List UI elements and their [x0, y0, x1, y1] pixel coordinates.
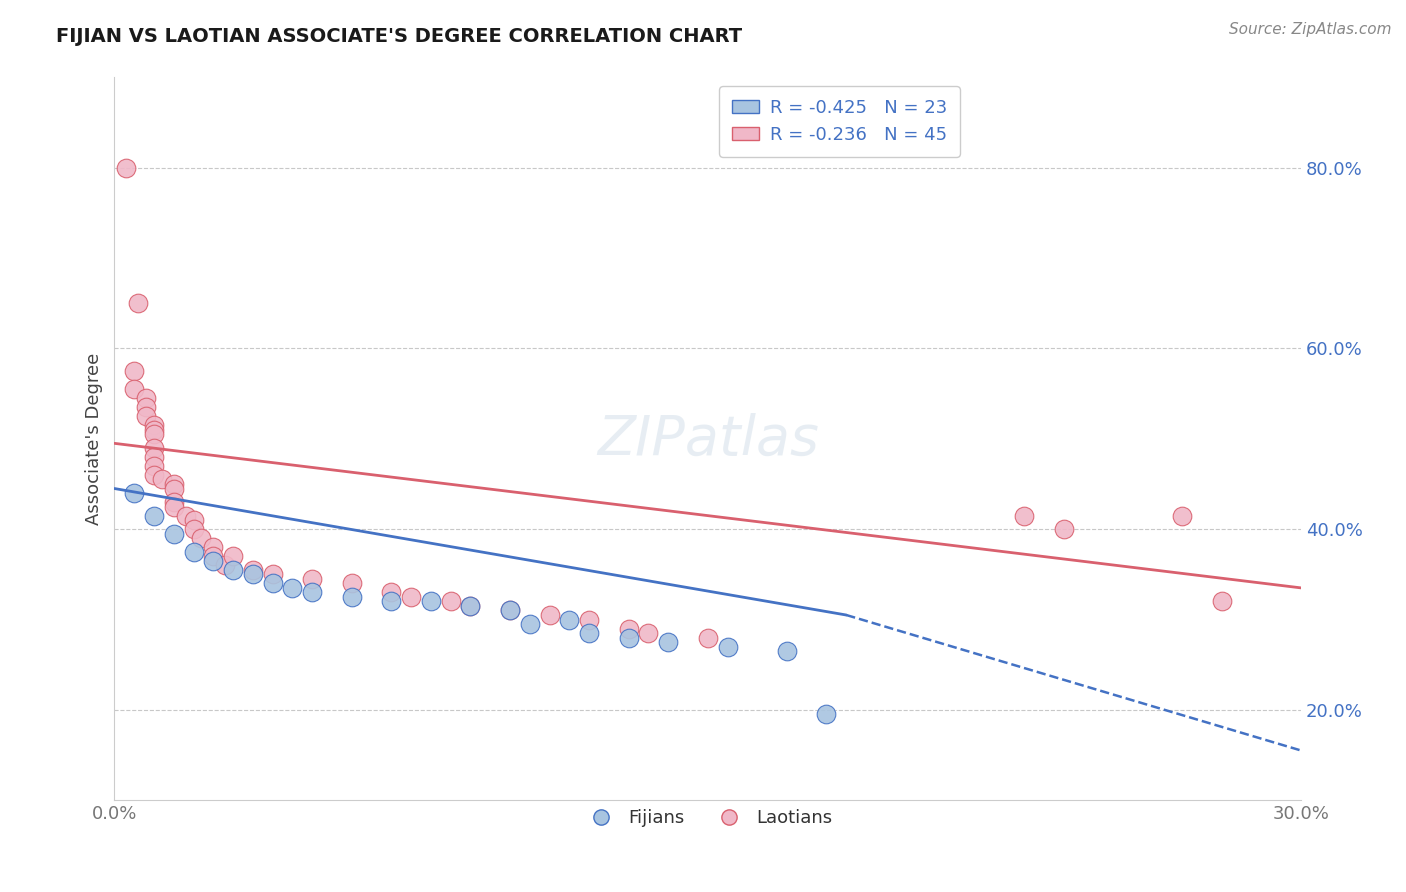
Point — [143, 458, 166, 473]
Point — [135, 409, 157, 424]
Point — [558, 613, 581, 627]
Point — [143, 508, 166, 523]
Point — [380, 585, 402, 599]
Point — [1012, 508, 1035, 523]
Point — [460, 599, 482, 613]
Point — [242, 563, 264, 577]
Point — [190, 531, 212, 545]
Point — [776, 644, 799, 658]
Point — [143, 450, 166, 464]
Point — [301, 585, 323, 599]
Y-axis label: Associate's Degree: Associate's Degree — [86, 352, 103, 525]
Point — [578, 626, 600, 640]
Point — [135, 391, 157, 405]
Point — [122, 486, 145, 500]
Point — [143, 441, 166, 455]
Point — [122, 364, 145, 378]
Point — [637, 626, 659, 640]
Point — [1053, 522, 1076, 536]
Point — [122, 382, 145, 396]
Point — [578, 613, 600, 627]
Point — [143, 423, 166, 437]
Point — [143, 427, 166, 442]
Point — [617, 631, 640, 645]
Point — [214, 558, 236, 573]
Point — [340, 576, 363, 591]
Point — [163, 526, 186, 541]
Point — [222, 563, 245, 577]
Point — [657, 635, 679, 649]
Point — [163, 477, 186, 491]
Point — [301, 572, 323, 586]
Point — [163, 500, 186, 514]
Point — [143, 418, 166, 433]
Point — [163, 495, 186, 509]
Text: FIJIAN VS LAOTIAN ASSOCIATE'S DEGREE CORRELATION CHART: FIJIAN VS LAOTIAN ASSOCIATE'S DEGREE COR… — [56, 27, 742, 45]
Point — [262, 567, 284, 582]
Point — [174, 508, 197, 523]
Point — [499, 603, 522, 617]
Point — [440, 594, 463, 608]
Point — [222, 549, 245, 564]
Point — [519, 617, 541, 632]
Point — [115, 161, 138, 175]
Point — [716, 640, 738, 654]
Point — [202, 541, 225, 555]
Point — [340, 590, 363, 604]
Point — [143, 467, 166, 482]
Legend: Fijians, Laotians: Fijians, Laotians — [575, 802, 839, 835]
Point — [460, 599, 482, 613]
Point — [183, 522, 205, 536]
Point — [538, 607, 561, 622]
Point — [281, 581, 304, 595]
Point — [380, 594, 402, 608]
Point — [399, 590, 422, 604]
Point — [1211, 594, 1233, 608]
Point — [183, 513, 205, 527]
Point — [617, 622, 640, 636]
Point — [696, 631, 718, 645]
Point — [1171, 508, 1194, 523]
Text: Source: ZipAtlas.com: Source: ZipAtlas.com — [1229, 22, 1392, 37]
Point — [183, 545, 205, 559]
Text: ZIPatlas: ZIPatlas — [596, 412, 818, 466]
Point — [815, 707, 838, 722]
Point — [150, 473, 173, 487]
Point — [242, 567, 264, 582]
Point — [163, 482, 186, 496]
Point — [262, 576, 284, 591]
Point — [419, 594, 441, 608]
Point — [202, 554, 225, 568]
Point — [127, 296, 149, 310]
Point — [202, 549, 225, 564]
Point — [499, 603, 522, 617]
Point — [135, 401, 157, 415]
